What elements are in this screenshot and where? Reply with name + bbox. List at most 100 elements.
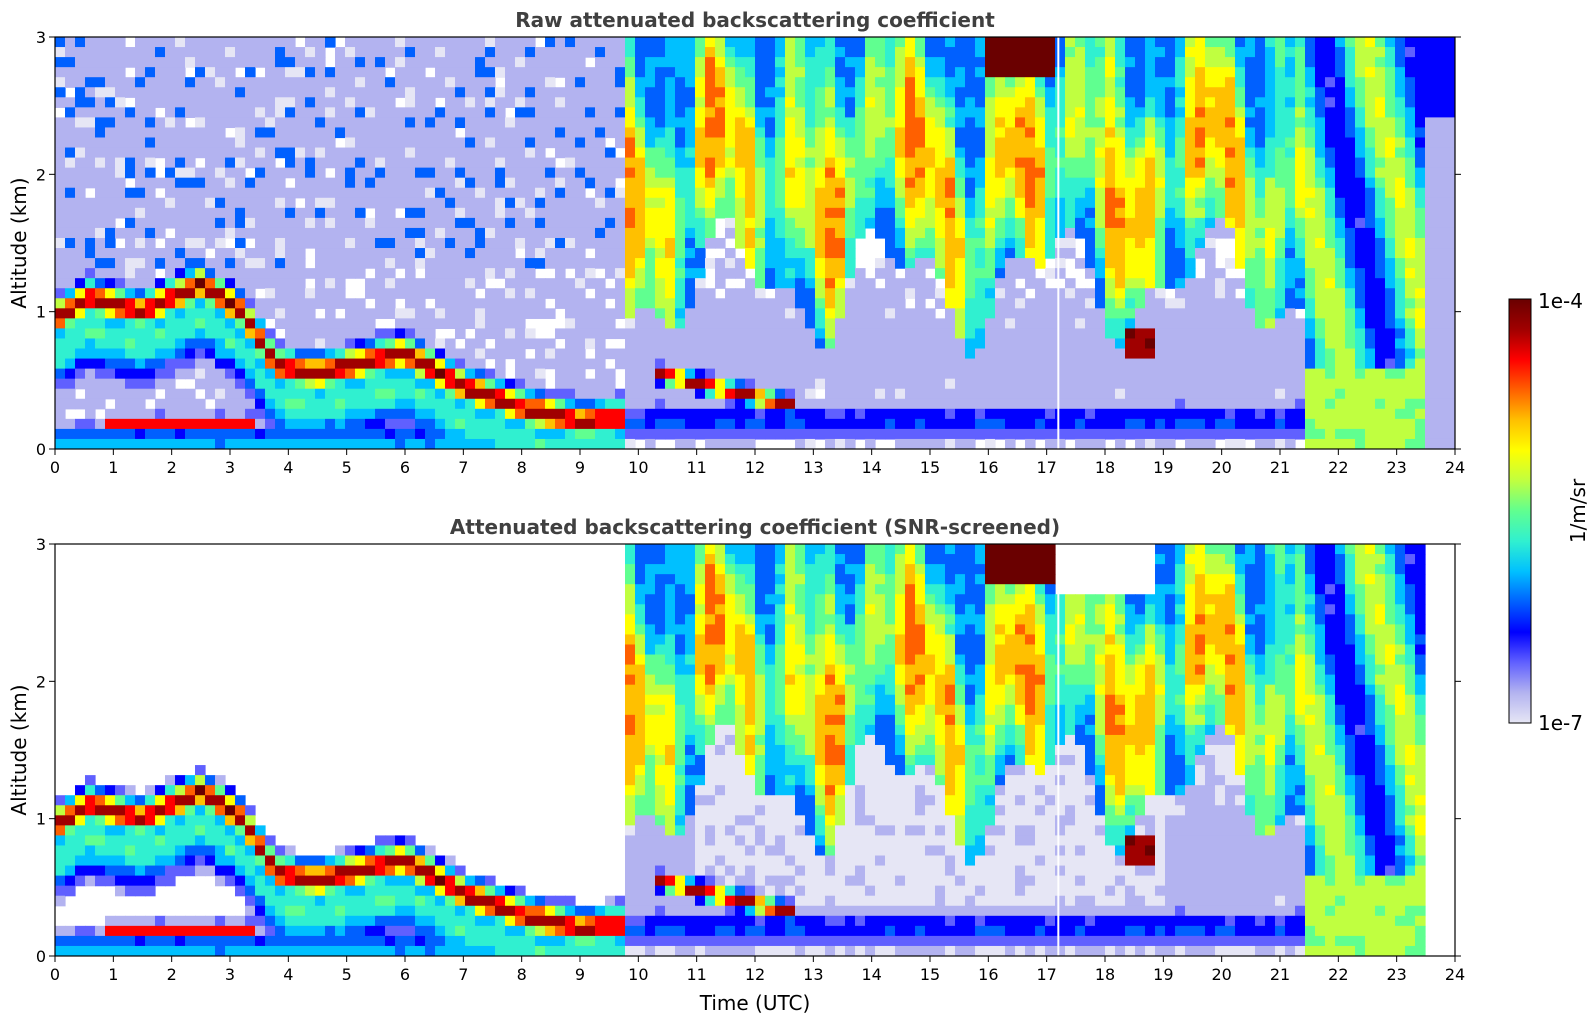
heatmap-cell: [885, 217, 896, 229]
heatmap-cell: [415, 67, 426, 78]
heatmap-cell: [1025, 67, 1036, 78]
heatmap-cell: [105, 438, 116, 449]
heatmap-cell: [325, 428, 336, 440]
heatmap-cell: [625, 418, 636, 430]
heatmap-cell: [1225, 398, 1236, 410]
heatmap-cell: [455, 47, 466, 58]
heatmap-cell: [185, 47, 196, 58]
heatmap-cell: [1165, 328, 1176, 340]
heatmap-cell: [295, 438, 306, 449]
heatmap-cell: [515, 47, 526, 58]
heatmap-cell: [985, 207, 996, 219]
heatmap-cell: [765, 177, 776, 189]
heatmap-cell: [935, 358, 946, 370]
heatmap-cell: [965, 227, 976, 239]
heatmap-cell: [315, 127, 326, 139]
heatmap-cell: [1235, 207, 1246, 219]
heatmap-cell: [1255, 97, 1266, 108]
heatmap-cell: [435, 398, 446, 410]
heatmap-cell: [1035, 87, 1046, 98]
heatmap-cell: [675, 378, 686, 390]
heatmap-cell: [675, 87, 686, 98]
heatmap-cell: [1045, 368, 1056, 380]
heatmap-cell: [345, 348, 356, 360]
heatmap-cell: [85, 207, 96, 219]
heatmap-cell: [1145, 248, 1156, 259]
heatmap-cell: [545, 177, 556, 189]
heatmap-cell: [1145, 368, 1156, 380]
heatmap-cell: [1315, 318, 1326, 330]
heatmap-cell: [535, 67, 546, 78]
heatmap-cell: [1075, 298, 1086, 309]
heatmap-cell: [145, 358, 156, 370]
heatmap-cell: [855, 308, 866, 319]
heatmap-cell: [635, 197, 646, 209]
heatmap-cell: [625, 187, 636, 199]
heatmap-cell: [915, 428, 926, 440]
heatmap-cell: [1165, 107, 1176, 118]
heatmap-cell: [765, 378, 776, 390]
heatmap-cell: [255, 237, 266, 249]
heatmap-cell: [695, 197, 706, 209]
heatmap-cell: [1245, 328, 1256, 340]
heatmap-cell: [835, 117, 846, 129]
heatmap-cell: [565, 248, 576, 259]
heatmap-cell: [605, 318, 616, 330]
heatmap-cell: [305, 67, 316, 78]
heatmap-cell: [485, 438, 496, 449]
heatmap-cell: [445, 368, 456, 380]
heatmap-cell: [1205, 408, 1216, 420]
heatmap-cell: [175, 418, 186, 430]
heatmap-cell: [405, 298, 416, 309]
heatmap-cell: [155, 408, 166, 420]
heatmap-cell: [1295, 77, 1306, 88]
heatmap-cell: [1025, 358, 1036, 370]
heatmap-cell: [725, 147, 736, 159]
heatmap-cell: [845, 388, 856, 400]
heatmap-cell: [665, 127, 676, 139]
heatmap-cell: [165, 428, 176, 440]
heatmap-cell: [55, 217, 66, 229]
heatmap-cell: [225, 57, 236, 68]
heatmap-cell: [485, 378, 496, 390]
heatmap-cell: [725, 187, 736, 199]
heatmap-cell: [125, 308, 136, 319]
heatmap-cell: [945, 167, 956, 179]
heatmap-cell: [635, 328, 646, 340]
heatmap-cell: [685, 127, 696, 139]
heatmap-cell: [375, 368, 386, 380]
heatmap-cell: [1155, 358, 1166, 370]
heatmap-cell: [905, 207, 916, 219]
heatmap-cell: [585, 237, 596, 249]
heatmap-cell: [135, 137, 146, 149]
heatmap-cell: [1065, 137, 1076, 149]
heatmap-cell: [945, 57, 956, 68]
heatmap-cell: [1265, 127, 1276, 139]
heatmap-cell: [475, 187, 486, 199]
heatmap-cell: [425, 57, 436, 68]
heatmap-cell: [575, 217, 586, 229]
heatmap-cell: [155, 378, 166, 390]
heatmap-cell: [145, 288, 156, 299]
heatmap-cell: [615, 117, 626, 129]
heatmap-cell: [485, 408, 496, 420]
heatmap-cell: [1145, 137, 1156, 149]
heatmap-cell: [315, 97, 326, 108]
heatmap-cell: [805, 288, 816, 299]
heatmap-cell: [535, 137, 546, 149]
heatmap-cell: [555, 248, 566, 259]
heatmap-cell: [545, 87, 556, 98]
heatmap-cell: [55, 87, 66, 98]
heatmap-cell: [345, 438, 356, 449]
heatmap-cell: [1235, 388, 1246, 400]
heatmap-cell: [425, 77, 436, 88]
heatmap-cell: [465, 227, 476, 239]
heatmap-cell: [455, 157, 466, 169]
heatmap-cell: [595, 318, 606, 330]
heatmap-cell: [465, 37, 476, 48]
heatmap-cell: [275, 308, 286, 319]
heatmap-cell: [285, 418, 296, 430]
heatmap-cell: [295, 137, 306, 149]
heatmap-cell: [225, 37, 236, 48]
heatmap-cell: [615, 97, 626, 108]
